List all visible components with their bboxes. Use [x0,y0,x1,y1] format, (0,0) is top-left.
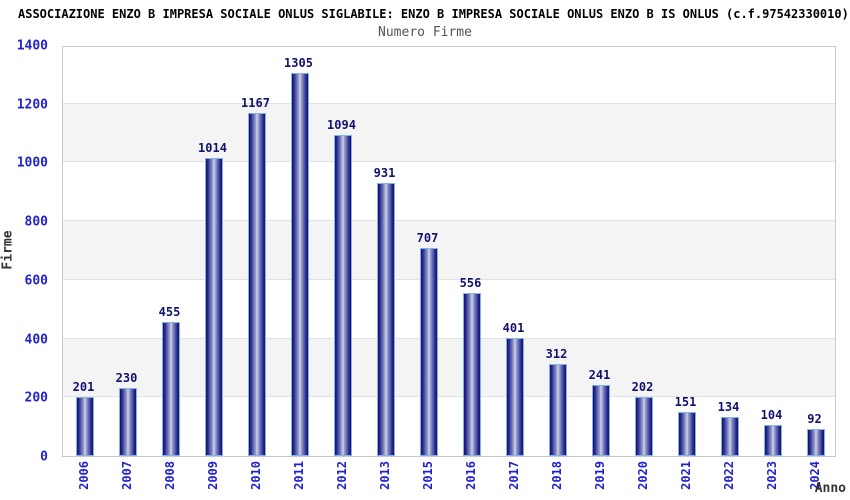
bar-2020 [635,397,653,456]
y-axis-label: Firme [0,230,16,270]
x-tick-label: 2018 [549,461,564,490]
bar-2019 [592,385,610,456]
bar-2010 [248,113,266,456]
plot-band [63,45,835,104]
bar-2008 [162,322,180,456]
gridline [63,337,835,339]
plot-band [63,338,835,398]
chart-subtitle: Numero Firme [378,25,472,40]
bar-2023 [764,425,782,456]
plot-band [63,221,835,280]
gridline [63,278,835,280]
x-tick-label: 2013 [377,461,392,490]
y-tick-label: 1200 [16,97,48,113]
x-tick-label: 2015 [420,461,435,490]
gridline [63,161,835,163]
plot-area [62,46,836,457]
bar-value-label: 556 [459,276,482,290]
x-tick-label: 2009 [205,461,220,490]
bar-value-label: 230 [115,371,138,385]
y-tick-label: 0 [40,449,48,465]
bar-value-label: 931 [373,166,396,180]
bar-value-label: 201 [72,380,95,394]
x-tick-label: 2016 [463,461,478,490]
y-tick-label: 400 [24,332,48,348]
bar-value-label: 134 [717,400,740,414]
bar-2017 [506,338,524,456]
bar-value-label: 1167 [241,96,270,110]
x-tick-label: 2010 [248,461,263,490]
bar-value-label: 707 [416,231,439,245]
bar-value-label: 104 [760,408,783,422]
bar-value-label: 312 [545,347,568,361]
bar-2009 [205,158,223,456]
x-tick-label: 2022 [721,461,736,490]
plot-band [63,103,835,163]
bar-value-label: 92 [807,412,822,426]
bar-value-label: 455 [158,305,181,319]
bar-value-label: 151 [674,395,697,409]
x-tick-label: 2023 [764,461,779,490]
bar-2015 [420,248,438,456]
y-tick-label: 1400 [16,38,48,54]
bar-value-label: 401 [502,321,525,335]
bar-2013 [377,183,395,456]
plot-band [63,162,835,221]
y-tick-label: 1000 [16,155,48,171]
x-tick-label: 2021 [678,461,693,490]
bar-2011 [291,73,309,456]
gridline [63,396,835,398]
bar-2006 [76,397,94,456]
bar-2007 [119,388,137,456]
x-tick-label: 2020 [635,461,650,490]
x-tick-label: 2008 [162,461,177,490]
x-axis-label: Anno [814,481,846,496]
x-tick-label: 2019 [592,461,607,490]
bar-value-label: 202 [631,380,654,394]
bar-2016 [463,293,481,456]
bar-value-label: 1094 [327,118,356,132]
gridline [63,102,835,104]
x-tick-label: 2012 [334,461,349,490]
bar-value-label: 1014 [198,141,227,155]
x-tick-label: 2007 [119,461,134,490]
x-tick-label: 2011 [291,461,306,490]
x-tick-label: 2006 [76,461,91,490]
bar-2024 [807,429,825,456]
bar-2018 [549,364,567,456]
y-tick-label: 200 [24,390,48,406]
bar-2022 [721,417,739,456]
bar-2021 [678,412,696,456]
bar-value-label: 1305 [284,56,313,70]
y-tick-label: 600 [24,273,48,289]
x-tick-label: 2017 [506,461,521,490]
gridline [63,220,835,222]
y-tick-label: 800 [24,214,48,230]
bar-2012 [334,135,352,456]
bar-value-label: 241 [588,368,611,382]
page-title: ASSOCIAZIONE ENZO B IMPRESA SOCIALE ONLU… [18,7,849,21]
